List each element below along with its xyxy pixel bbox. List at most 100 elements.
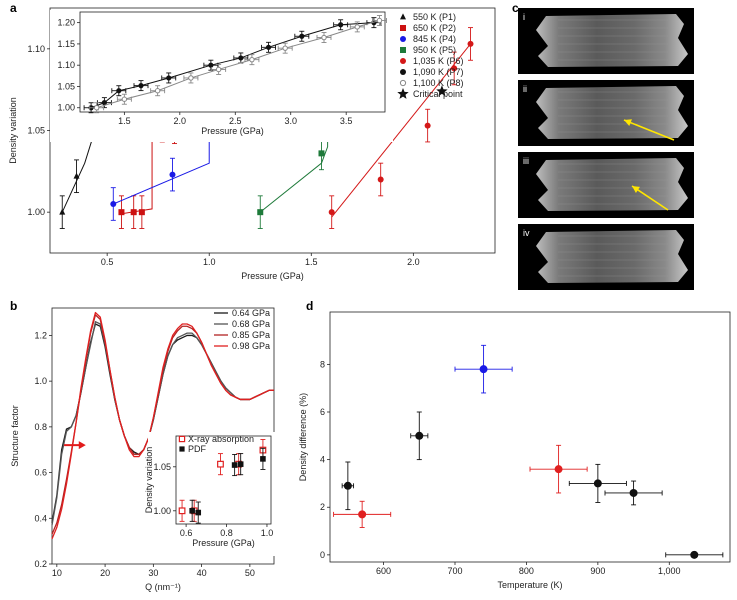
data-point bbox=[215, 66, 222, 73]
plot-frame bbox=[79, 11, 386, 113]
legend-label: 0.64 GPa bbox=[232, 308, 270, 318]
data-point bbox=[593, 479, 602, 488]
data-point bbox=[399, 79, 407, 87]
y-tick-label: 1.00 bbox=[57, 103, 75, 113]
data-point bbox=[178, 435, 186, 443]
y-tick-label: 1.0 bbox=[34, 376, 47, 386]
panel-letter-c: c bbox=[512, 1, 519, 15]
data-point bbox=[343, 481, 352, 490]
x-tick-label: 40 bbox=[197, 568, 207, 578]
x-tick-label: 0.5 bbox=[101, 257, 114, 267]
panel-d-chart: 600 700 800 900 1,000 0 2 4 6 8 Temperature (K) Den… bbox=[298, 311, 731, 590]
data-point bbox=[400, 47, 406, 53]
data-point bbox=[110, 201, 117, 207]
data-point bbox=[629, 488, 638, 497]
y-tick-label: 1.05 bbox=[27, 126, 45, 136]
legend-star-marker bbox=[397, 88, 409, 99]
x-axis-title: Q (nm⁻¹) bbox=[145, 582, 181, 592]
data-point bbox=[237, 461, 244, 467]
x-axis-title: Pressure (GPa) bbox=[241, 271, 304, 281]
data-point bbox=[451, 65, 458, 72]
data-point bbox=[166, 75, 172, 81]
sample-shape bbox=[536, 230, 688, 283]
data-point bbox=[249, 56, 255, 63]
plot-frame bbox=[175, 435, 272, 525]
data-point bbox=[169, 171, 176, 178]
fit-line bbox=[331, 43, 471, 218]
legend-label: X-ray absorption bbox=[188, 434, 254, 444]
data-point bbox=[257, 209, 264, 216]
data-point bbox=[467, 40, 474, 47]
data-point bbox=[400, 13, 406, 20]
legend-label: 1,035 K (P6) bbox=[413, 56, 464, 66]
y-tick-label: 4 bbox=[320, 455, 325, 465]
x-tick-label: 2.0 bbox=[174, 116, 187, 126]
data-point bbox=[59, 208, 66, 215]
data-point bbox=[328, 209, 335, 216]
data-point bbox=[189, 508, 195, 514]
legend-label: 650 K (P2) bbox=[413, 23, 456, 33]
yellow-arrow-shaft bbox=[631, 185, 669, 211]
data-point bbox=[358, 510, 367, 519]
x-axis-title: Pressure (GPa) bbox=[192, 538, 255, 548]
panel-a-legend: 550 K (P1)650 K (P2)845 K (P4)950 K (P5)… bbox=[397, 12, 464, 99]
data-point bbox=[377, 176, 384, 183]
y-tick-label: 0.4 bbox=[34, 513, 47, 523]
data-point bbox=[690, 550, 699, 559]
data-point bbox=[400, 58, 406, 64]
data-point bbox=[338, 22, 344, 28]
data-point bbox=[138, 83, 144, 89]
x-tick-label: 2.0 bbox=[407, 257, 420, 267]
x-tick-label: 3.5 bbox=[340, 116, 353, 126]
data-point bbox=[282, 45, 288, 51]
image-label: ii bbox=[523, 84, 527, 94]
x-tick-label: 1.5 bbox=[118, 116, 131, 126]
plot-frame bbox=[329, 311, 731, 563]
legend-label: 1,090 K (P7) bbox=[413, 67, 464, 77]
data-point bbox=[321, 34, 327, 41]
y-tick-label: 1.00 bbox=[153, 506, 171, 516]
data-point bbox=[424, 122, 431, 129]
panel-b-chart: 10 20 30 40 50 0.2 0.4 0.6 0.8 1.0 1.2 Q (nm⁻¹) Stru… bbox=[10, 307, 275, 592]
data-point bbox=[188, 75, 194, 81]
yellow-arrow-head bbox=[632, 186, 640, 193]
yellow-arrow-shaft bbox=[623, 119, 675, 141]
data-point bbox=[179, 446, 185, 452]
data-point bbox=[101, 100, 107, 106]
y-tick-label: 1.2 bbox=[34, 330, 47, 340]
critical-point-star bbox=[436, 85, 448, 97]
data-point bbox=[154, 88, 161, 94]
panel-letter-a: a bbox=[10, 1, 17, 15]
inset-background bbox=[50, 10, 393, 142]
x-tick-label: 50 bbox=[245, 568, 255, 578]
y-axis-title: Density variation bbox=[144, 447, 154, 514]
y-tick-label: 2 bbox=[320, 502, 325, 512]
sample-shape bbox=[536, 158, 688, 211]
x-tick-label: 20 bbox=[100, 568, 110, 578]
x-tick-label: 700 bbox=[447, 566, 462, 576]
data-point bbox=[217, 460, 224, 468]
panel-letter-b: b bbox=[10, 299, 17, 313]
data-point bbox=[130, 209, 137, 216]
legend-label: 0.98 GPa bbox=[232, 341, 270, 351]
red-arrow-head bbox=[78, 441, 86, 450]
data-point bbox=[238, 55, 244, 61]
x-tick-label: 600 bbox=[376, 566, 391, 576]
data-point bbox=[299, 33, 305, 39]
x-tick-label: 10 bbox=[52, 568, 62, 578]
data-point bbox=[118, 209, 125, 216]
x-tick-label: 0.6 bbox=[180, 528, 193, 538]
y-tick-label: 0.6 bbox=[34, 468, 47, 478]
panel-a-inset-chart: 1.5 2.0 2.5 3.0 3.5 1.00 1.05 1.10 1.15 1.20 Press… bbox=[50, 10, 393, 142]
series-line bbox=[51, 311, 274, 540]
panel-letter-d: d bbox=[306, 299, 313, 313]
data-point bbox=[376, 17, 383, 24]
y-tick-label: 1.05 bbox=[57, 81, 75, 91]
data-point bbox=[138, 209, 145, 216]
data-point bbox=[354, 24, 360, 30]
image-label: i bbox=[523, 12, 525, 22]
y-tick-label: 1.15 bbox=[57, 39, 75, 49]
x-tick-label: 800 bbox=[519, 566, 534, 576]
